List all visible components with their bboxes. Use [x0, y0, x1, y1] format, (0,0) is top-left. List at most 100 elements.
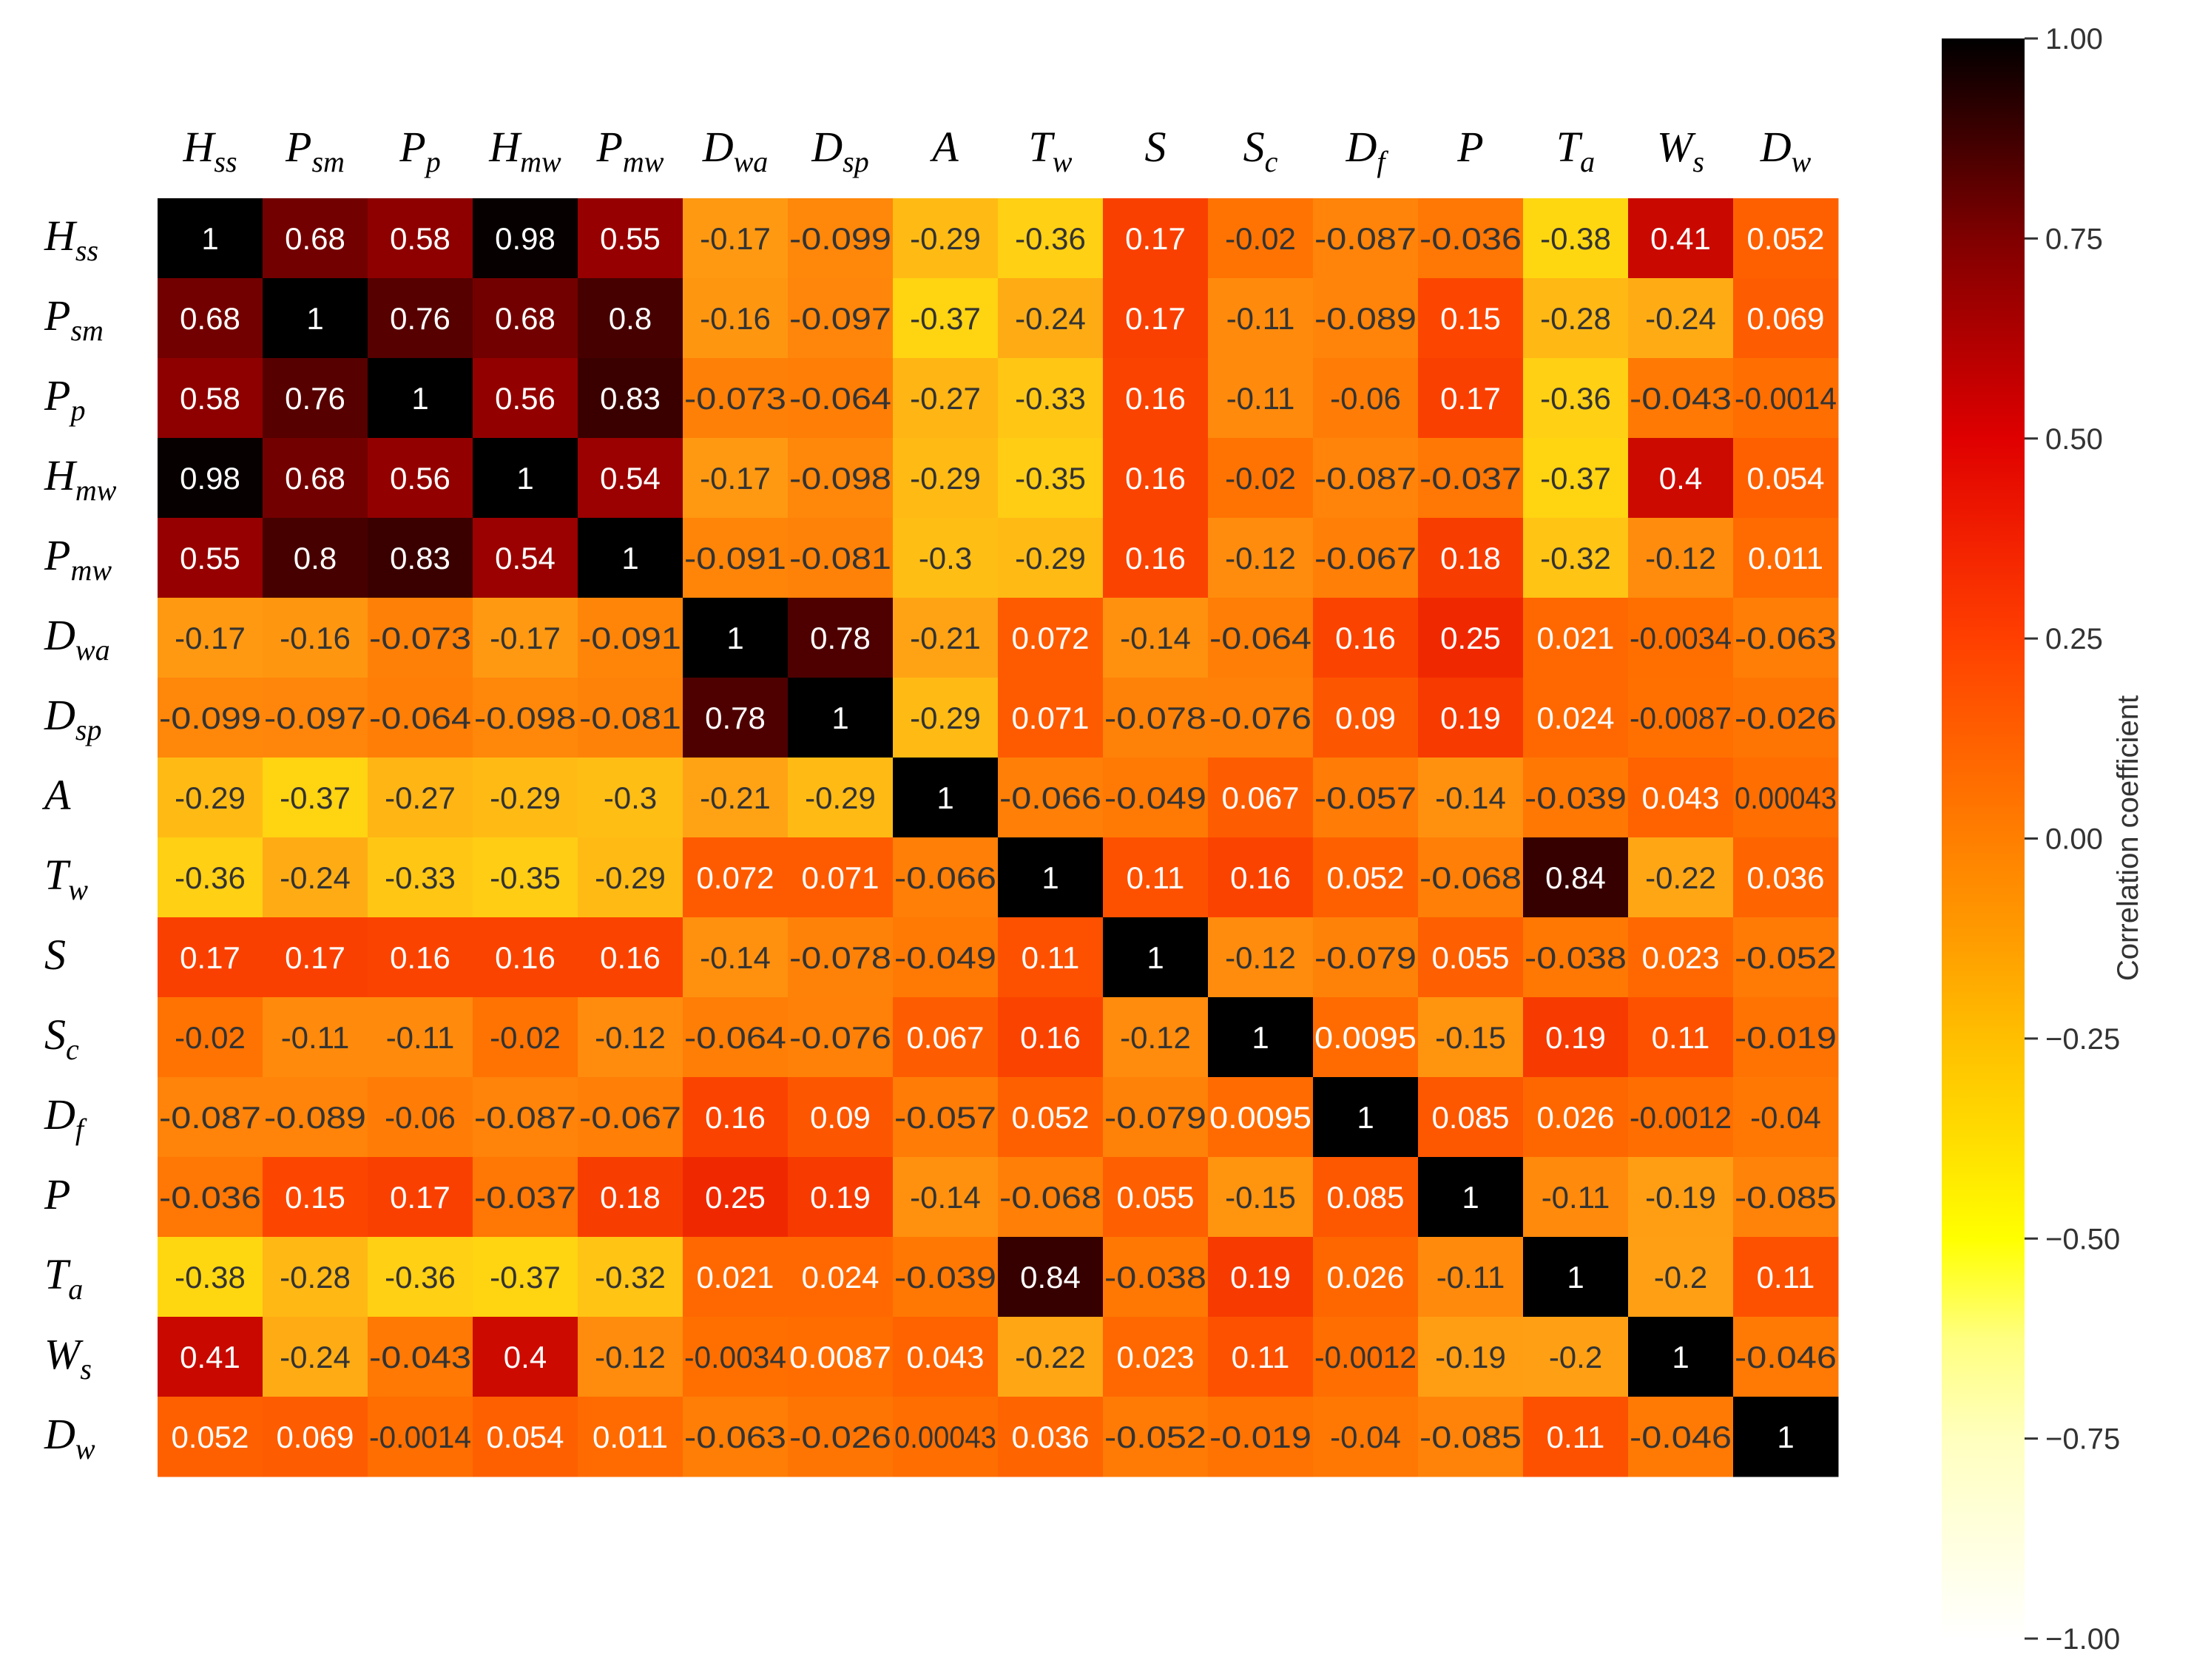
heatmap-cell [1103, 1157, 1209, 1238]
heatmap-cells: 1 0.68 0.58 0.98 0.55 -0.17 -0.099 -0.29 -0.36 0.… [158, 198, 1839, 1477]
column-label: Dsp [811, 123, 868, 178]
cell-value-label: 0.19 [810, 1180, 871, 1215]
heatmap-cell [473, 1157, 578, 1238]
heatmap-cell [788, 1237, 894, 1318]
heatmap-cell [683, 837, 789, 918]
heatmap-cell [158, 1077, 263, 1158]
heatmap-cell [263, 358, 368, 439]
heatmap-cell [683, 1397, 789, 1477]
heatmap-cell [788, 518, 894, 598]
cell-value-label: 0.78 [705, 701, 766, 735]
heatmap-cell [893, 438, 999, 519]
cell-value-label: 0.11 [1232, 1340, 1290, 1374]
heatmap-cell [578, 358, 683, 439]
cell-value-label: -0.35 [1015, 461, 1086, 496]
cell-value-label: -0.29 [910, 461, 981, 496]
cell-value-label: -0.0034 [1630, 621, 1732, 655]
heatmap-cell [263, 598, 368, 678]
cell-value-label: 0.023 [1641, 940, 1719, 975]
heatmap-cell [1418, 1077, 1524, 1158]
cell-value-label: 0.8 [294, 541, 337, 576]
heatmap-cell [368, 358, 473, 439]
heatmap-cell [263, 917, 368, 998]
heatmap-cell [473, 997, 578, 1078]
cell-value-label: -0.29 [595, 860, 666, 895]
cell-value-label: -0.37 [490, 1260, 561, 1295]
cell-value-label: 0.25 [705, 1180, 766, 1215]
heatmap-cell [1628, 758, 1734, 838]
heatmap-cell [788, 358, 894, 439]
cell-value-label: -0.37 [1540, 461, 1611, 496]
cell-value-label: 0.17 [180, 940, 240, 975]
row-label: Df [44, 1090, 87, 1146]
cell-value-label: 0.19 [1545, 1020, 1606, 1055]
heatmap-cell [893, 997, 999, 1078]
heatmap-cell [998, 997, 1104, 1078]
heatmap-cell [1313, 278, 1419, 359]
column-label: P [1456, 123, 1483, 171]
heatmap-cell [1523, 1397, 1629, 1477]
cell-value-label: 0.021 [1536, 621, 1614, 655]
heatmap-cell [683, 997, 789, 1078]
cell-value-label: -0.36 [175, 860, 246, 895]
heatmap-cell [473, 917, 578, 998]
heatmap-cell [998, 678, 1104, 758]
cell-value-label: -0.052 [1735, 940, 1837, 975]
row-label: S [44, 931, 66, 979]
heatmap-cell [1418, 997, 1524, 1078]
cell-value-label: -0.039 [1525, 780, 1627, 815]
cell-value-label: -0.27 [385, 780, 456, 815]
heatmap-cell [1523, 1317, 1629, 1397]
heatmap-cell [788, 1397, 894, 1477]
heatmap-cell [473, 1317, 578, 1397]
column-label: Dwa [702, 123, 769, 178]
column-label: Ta [1556, 123, 1595, 178]
heatmap-cell [473, 837, 578, 918]
cell-value-label: -0.073 [684, 381, 786, 416]
cell-value-label: 0.16 [1125, 381, 1186, 416]
cell-value-label: 0.11 [1652, 1020, 1710, 1055]
cell-value-label: 0.84 [1020, 1260, 1081, 1295]
cell-value-label: -0.068 [1419, 860, 1522, 895]
heatmap-cell [578, 1237, 683, 1318]
cell-value-label: 1 [1147, 940, 1164, 975]
cell-value-label: 0.16 [1125, 541, 1186, 576]
heatmap-cell [158, 1317, 263, 1397]
heatmap-cell [1418, 438, 1524, 519]
row-label: Hss [44, 212, 98, 267]
heatmap-cell [368, 278, 473, 359]
heatmap-cell [1628, 598, 1734, 678]
cell-value-label: -0.11 [1437, 1260, 1505, 1295]
cell-value-label: -0.14 [1435, 780, 1506, 815]
heatmap-cell [1103, 837, 1209, 918]
cell-value-label: -0.21 [910, 621, 981, 655]
heatmap-cell [1733, 278, 1839, 359]
cell-value-label: -0.037 [1419, 461, 1522, 496]
heatmap-cell [1313, 598, 1419, 678]
heatmap-cell [1208, 278, 1314, 359]
heatmap-cell [1418, 758, 1524, 838]
row-label: Ws [44, 1330, 92, 1386]
heatmap-cell [683, 678, 789, 758]
heatmap-cell [1523, 758, 1629, 838]
heatmap-cell [788, 598, 894, 678]
cell-value-label: -0.026 [1735, 701, 1837, 735]
cell-value-label: -0.22 [1645, 860, 1716, 895]
cell-value-label: -0.36 [385, 1260, 456, 1295]
cell-value-label: -0.057 [894, 1100, 996, 1135]
heatmap-cell [1103, 917, 1209, 998]
column-labels: Hss Psm Pp Hmw Pmw Dwa Dsp A Tw S Sc Df P Ta Ws Dw [182, 123, 1811, 178]
cell-value-label: 0.78 [810, 621, 871, 655]
heatmap-cell [998, 1317, 1104, 1397]
cell-value-label: -0.04 [1330, 1420, 1401, 1454]
heatmap-cell [1208, 1397, 1314, 1477]
cell-value-label: -0.073 [369, 621, 471, 655]
cell-value-label: 0.072 [1011, 621, 1089, 655]
heatmap-cell [1103, 438, 1209, 519]
cell-value-label: -0.14 [910, 1180, 981, 1215]
cell-value-label: 0.043 [906, 1340, 984, 1374]
heatmap-cell [1103, 198, 1209, 279]
cell-value-label: -0.06 [1330, 381, 1401, 416]
cell-value-label: 0.16 [1335, 621, 1396, 655]
